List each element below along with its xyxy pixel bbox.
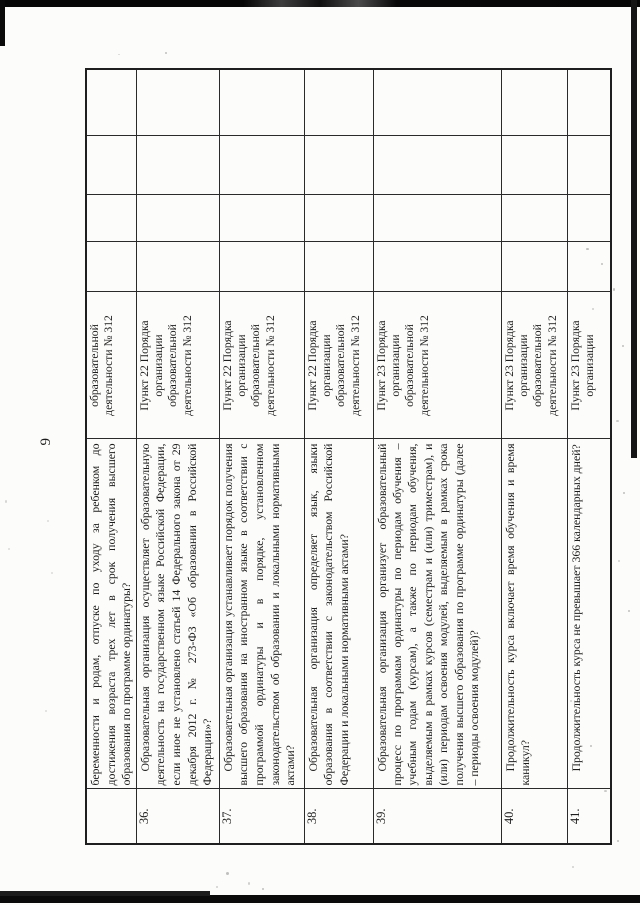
empty-cell — [86, 242, 136, 292]
compliance-checklist-table: беременности и родам, отпуске по уходу з… — [85, 68, 612, 845]
question-cell: Продолжительность курса включает время о… — [501, 439, 567, 789]
row-number-cell: 38. — [304, 789, 373, 844]
empty-cell — [136, 69, 219, 136]
reference-cell: Пункт 22 Порядка организации образовател… — [136, 292, 219, 439]
table-row: 40. Продолжительность курса включает вре… — [501, 69, 567, 844]
scan-edge-top — [0, 0, 640, 7]
row-number-cell: 39. — [373, 789, 501, 844]
empty-cell — [304, 195, 373, 242]
empty-cell — [136, 242, 219, 292]
empty-cell — [304, 69, 373, 136]
row-number-cell: 40. — [501, 789, 567, 844]
reference-cell: Пункт 23 Порядка организации — [567, 292, 611, 439]
table-row: 37. Образовательная организация устанавл… — [219, 69, 304, 844]
empty-cell — [501, 136, 567, 195]
empty-cell — [373, 242, 501, 292]
question-cell: беременности и родам, отпуске по уходу з… — [86, 439, 136, 789]
empty-cell — [86, 136, 136, 195]
empty-cell — [501, 242, 567, 292]
empty-cell — [304, 136, 373, 195]
empty-cell — [219, 195, 304, 242]
empty-cell — [567, 136, 611, 195]
row-number-cell: 36. — [136, 789, 219, 844]
empty-cell — [219, 69, 304, 136]
table-row: 39. Образовательная организация организу… — [373, 69, 501, 844]
empty-cell — [501, 195, 567, 242]
empty-cell — [304, 242, 373, 292]
scan-edge-left-corner — [0, 0, 5, 46]
question-cell: Образовательная организация организует о… — [373, 439, 501, 789]
empty-cell — [136, 195, 219, 242]
empty-cell — [219, 136, 304, 195]
empty-cell — [373, 69, 501, 136]
reference-cell: Пункт 22 Порядка организации образовател… — [304, 292, 373, 439]
table-row: 38. Образовательная организация определя… — [304, 69, 373, 844]
reference-cell: Пункт 23 Порядка организации образовател… — [501, 292, 567, 439]
empty-cell — [86, 195, 136, 242]
scan-edge-right — [631, 0, 637, 458]
row-number-cell: 41. — [567, 789, 611, 844]
table-row: 41. Продолжительность курса не превышает… — [567, 69, 611, 844]
reference-cell: Пункт 23 Порядка организации образовател… — [373, 292, 501, 439]
empty-cell — [86, 69, 136, 136]
empty-cell — [136, 136, 219, 195]
question-cell: Образовательная организация осуществляет… — [136, 439, 219, 789]
reference-cell: Пункт 22 Порядка организации образовател… — [219, 292, 304, 439]
empty-cell — [373, 195, 501, 242]
empty-cell — [567, 195, 611, 242]
empty-cell — [567, 69, 611, 136]
empty-cell — [567, 242, 611, 292]
empty-cell — [373, 136, 501, 195]
row-number-cell: 37. — [219, 789, 304, 844]
question-cell: Образовательная организация устанавливае… — [219, 439, 304, 789]
table-row: 36. Образовательная организация осуществ… — [136, 69, 219, 844]
row-number-cell — [86, 789, 136, 844]
reference-cell: образовательной деятельности № 312 — [86, 292, 136, 439]
empty-cell — [501, 69, 567, 136]
page-number: 9 — [38, 437, 54, 446]
question-cell: Образовательная организация определяет я… — [304, 439, 373, 789]
empty-cell — [219, 242, 304, 292]
table-row: беременности и родам, отпуске по уходу з… — [86, 69, 136, 844]
scan-edge-bottom-thick — [0, 891, 210, 896]
question-cell: Продолжительность курса не превышает 366… — [567, 439, 611, 789]
scan-edge-bottom — [0, 895, 640, 903]
